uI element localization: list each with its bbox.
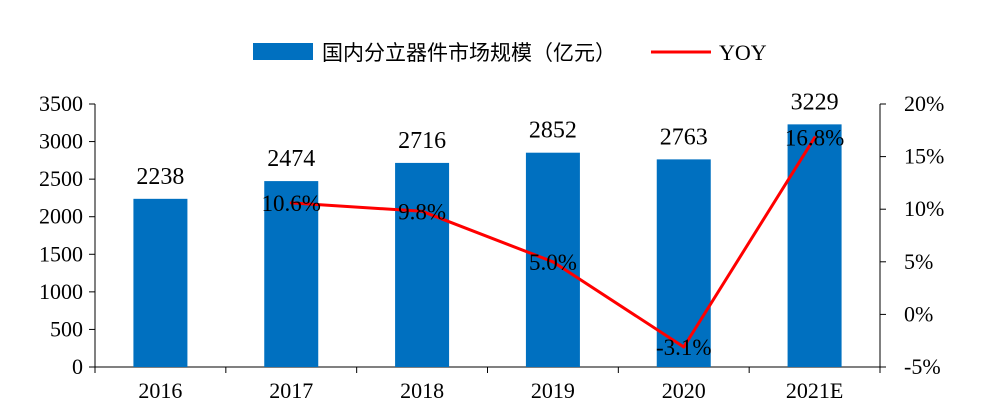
bar-value-label: 2238 xyxy=(136,164,184,190)
x-tick-label: 2017 xyxy=(269,378,313,403)
y-right-tick-label: 0% xyxy=(904,301,933,326)
bar-value-label: 2852 xyxy=(529,118,577,144)
x-tick-label: 2016 xyxy=(138,378,182,403)
yoy-value-label: 10.6% xyxy=(262,191,321,216)
y-right-tick-label: 5% xyxy=(904,249,933,274)
bar xyxy=(787,124,842,368)
y-left-tick-label: 1000 xyxy=(39,279,83,304)
bar xyxy=(133,198,188,367)
legend-label-market-size: 国内分立器件市场规模（亿元） xyxy=(322,41,616,65)
y-right-tick-label: 15% xyxy=(904,144,944,169)
bar-value-label: 2474 xyxy=(267,146,315,172)
yoy-point xyxy=(289,201,293,205)
yoy-point xyxy=(551,260,555,264)
bars xyxy=(133,124,842,368)
x-tick-label: 2019 xyxy=(531,378,575,403)
yoy-value-label: 9.8% xyxy=(398,199,446,224)
legend-label-yoy: YOY xyxy=(719,40,767,65)
yoy-point xyxy=(813,136,817,140)
bar xyxy=(525,152,580,367)
y-right-tick-label: -5% xyxy=(904,354,941,379)
bar-value-label: 2763 xyxy=(660,124,708,150)
y-left-tick-label: 3500 xyxy=(39,91,83,116)
x-tick-label: 2021E xyxy=(786,378,843,403)
bar-value-label: 2716 xyxy=(398,128,446,154)
yoy-point xyxy=(682,345,686,349)
bar xyxy=(656,159,711,367)
yoy-value-label: 16.8% xyxy=(785,126,844,151)
legend: 国内分立器件市场规模（亿元） YOY xyxy=(253,40,767,65)
yoy-value-label: -3.1% xyxy=(656,335,712,360)
axes: 0 500 1000 1500 2000 2500 3000 3500 -5% 0% 5% 10% 15… xyxy=(39,91,944,403)
y-right-tick-label: 10% xyxy=(904,196,944,221)
bar-data-labels: 2238 2474 2716 2852 2763 3229 xyxy=(136,89,838,189)
yoy-value-label: 5.0% xyxy=(529,250,577,275)
y-left-tick-label: 0 xyxy=(72,354,83,379)
y-right-tick-label: 20% xyxy=(904,91,944,116)
x-tick-label: 2018 xyxy=(400,378,444,403)
y-left-tick-label: 3000 xyxy=(39,129,83,154)
y-left-tick-label: 2000 xyxy=(39,204,83,229)
yoy-point xyxy=(420,209,424,213)
bar-value-label: 3229 xyxy=(791,89,839,115)
y-left-tick-label: 1500 xyxy=(39,241,83,266)
legend-swatch-bar xyxy=(253,43,313,60)
y-left-tick-label: 2500 xyxy=(39,166,83,191)
bar xyxy=(264,181,319,367)
yoy-line-series xyxy=(289,136,817,349)
y-left-tick-label: 500 xyxy=(50,316,83,341)
x-tick-label: 2020 xyxy=(662,378,706,403)
bar xyxy=(395,162,450,367)
yoy-data-labels: 10.6% 9.8% 5.0% -3.1% 16.8% xyxy=(262,126,845,360)
